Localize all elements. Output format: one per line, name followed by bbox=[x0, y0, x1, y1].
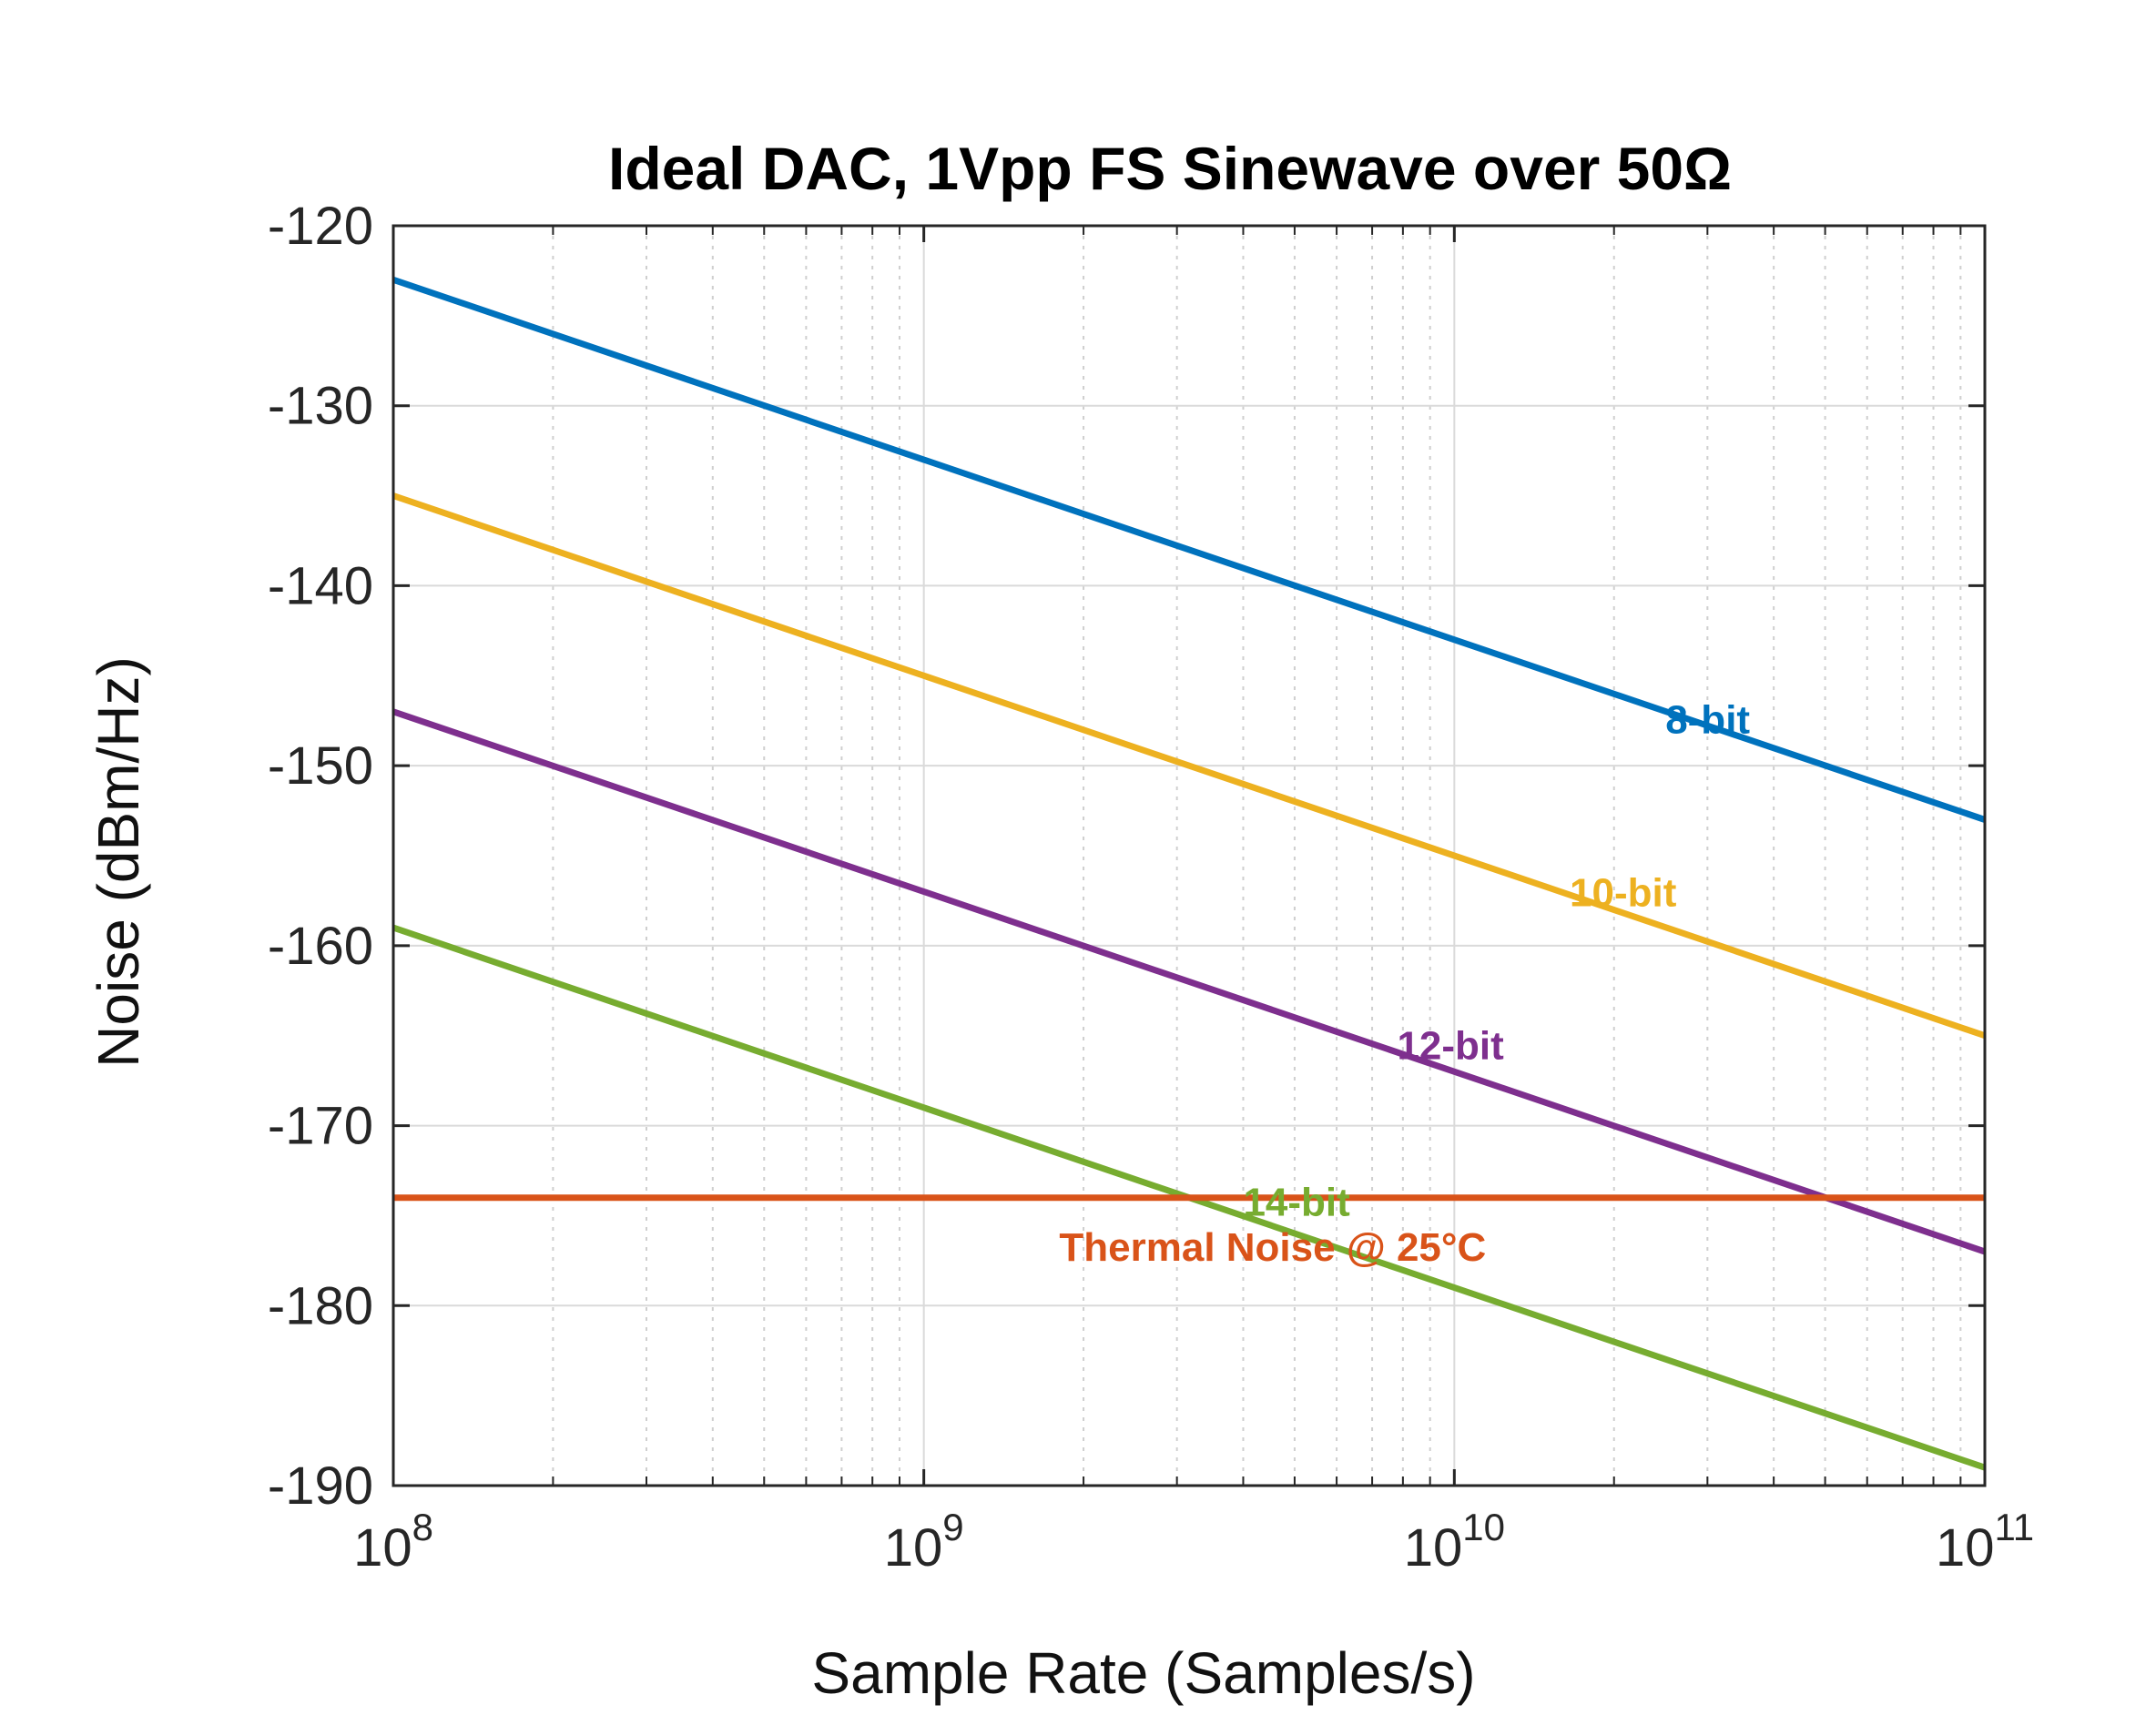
series-label: 12-bit bbox=[1397, 1023, 1504, 1068]
plot-frame bbox=[392, 224, 1987, 1487]
x-tick-base: 10 bbox=[1936, 1518, 1995, 1578]
x-tick-base: 10 bbox=[353, 1518, 412, 1578]
x-tick-exponent: 9 bbox=[942, 1506, 963, 1548]
series-line bbox=[392, 492, 1987, 1040]
series-label: 14-bit bbox=[1243, 1180, 1350, 1224]
series-label: 10-bit bbox=[1570, 870, 1677, 915]
major-grid bbox=[392, 225, 1986, 1487]
y-tick-labels: -120 -130 -140 -150 -160 -170 -180 -190 bbox=[268, 197, 373, 1516]
y-tick-label: -170 bbox=[268, 1097, 373, 1156]
series-lines bbox=[392, 276, 1987, 1471]
x-tick-exponent: 11 bbox=[1994, 1506, 2034, 1548]
x-tick-exponent: 10 bbox=[1462, 1506, 1505, 1548]
y-tick-label: -150 bbox=[268, 736, 373, 796]
x-tick-exponent: 8 bbox=[412, 1506, 433, 1548]
x-tick-label: 1010 bbox=[1404, 1506, 1505, 1578]
x-tick-labels: 108 109 1010 1011 bbox=[353, 1506, 2034, 1578]
series-line bbox=[392, 708, 1987, 1255]
y-axis-label: Noise (dBm/Hz) bbox=[86, 656, 151, 1068]
tick-marks bbox=[392, 224, 1987, 1487]
y-tick-label: -180 bbox=[268, 1276, 373, 1335]
x-axis-label: Sample Rate (Samples/s) bbox=[811, 1640, 1475, 1706]
y-tick-label: -120 bbox=[268, 197, 373, 256]
y-tick-label: -190 bbox=[268, 1456, 373, 1516]
y-tick-label: -140 bbox=[268, 556, 373, 615]
series-label: 8-bit bbox=[1665, 698, 1750, 743]
x-tick-base: 10 bbox=[884, 1518, 943, 1578]
minor-grid bbox=[552, 226, 1962, 1486]
y-tick-label: -130 bbox=[268, 377, 373, 436]
x-tick-label: 109 bbox=[884, 1506, 964, 1578]
series-line bbox=[392, 276, 1987, 823]
x-tick-label: 108 bbox=[353, 1506, 433, 1578]
x-tick-base: 10 bbox=[1404, 1518, 1463, 1578]
chart-title: Ideal DAC, 1Vpp FS Sinewave over 50Ω bbox=[608, 135, 1732, 202]
series-label: Thermal Noise @ 25°C bbox=[1059, 1225, 1486, 1270]
y-tick-label: -160 bbox=[268, 917, 373, 976]
x-tick-label: 1011 bbox=[1936, 1506, 2034, 1578]
